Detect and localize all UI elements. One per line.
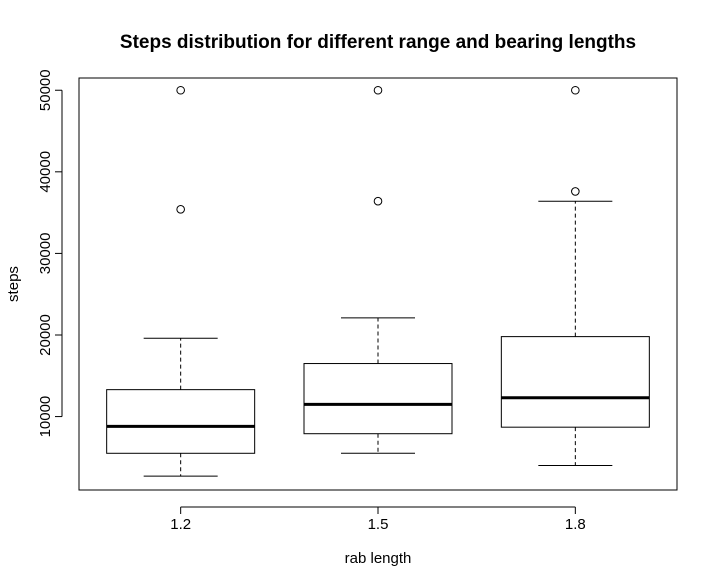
- y-axis-label: steps: [5, 266, 22, 302]
- x-axis-label: rab length: [345, 550, 412, 567]
- box-1.8: [500, 85, 650, 467]
- x-tick-label: 1.2: [170, 516, 191, 533]
- iqr-box: [106, 389, 256, 454]
- y-axis: 10000 20000 30000 40000 50000: [37, 69, 63, 438]
- chart-title: Steps distribution for different range a…: [120, 32, 636, 53]
- y-tick-label: 20000: [37, 314, 54, 356]
- y-tick-label: 50000: [37, 69, 54, 111]
- y-tick-label: 40000: [37, 151, 54, 193]
- outlier-point: [176, 205, 185, 214]
- outlier-point: [571, 187, 580, 196]
- x-tick-label: 1.5: [368, 516, 389, 533]
- y-tick-label: 10000: [37, 396, 54, 438]
- box-1.5: [303, 85, 453, 454]
- x-axis: 1.2 1.5 1.8: [170, 506, 586, 533]
- outlier-point: [373, 85, 383, 95]
- outlier-point: [571, 85, 580, 95]
- y-tick-label: 30000: [37, 233, 54, 275]
- x-tick-label: 1.8: [565, 516, 586, 533]
- boxes-group: [106, 85, 650, 477]
- iqr-box: [303, 363, 453, 435]
- outlier-point: [176, 85, 185, 95]
- box-1.2: [106, 85, 256, 477]
- outlier-point: [373, 196, 383, 206]
- iqr-box: [500, 336, 650, 428]
- plot-frame: [78, 77, 678, 491]
